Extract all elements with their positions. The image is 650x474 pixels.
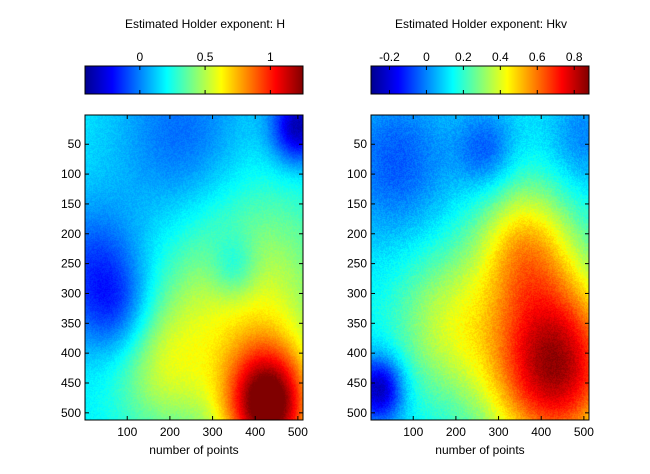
y-tick-label: 100 [61, 167, 81, 181]
y-tick-label: 50 [354, 137, 368, 151]
y-tick-label: 200 [61, 227, 81, 241]
y-tick-label: 450 [347, 376, 367, 390]
y-tick-label: 300 [61, 286, 81, 300]
x-axis-ticks-right: 100 200 300 400 500 [403, 115, 594, 439]
colorbar-ticks-right: -0.2 0 0.2 0.4 0.6 0.8 [379, 50, 583, 94]
x-tick-label: 200 [446, 425, 466, 439]
colorbar-tick-label: 0.5 [197, 50, 214, 64]
chart-title-left: Estimated Holder exponent: H [125, 17, 285, 31]
y-tick-label: 50 [68, 137, 82, 151]
x-tick-label: 100 [403, 425, 423, 439]
heatmap-right-wrap [371, 115, 589, 420]
x-axis-label-left: number of points [149, 443, 238, 457]
y-tick-label: 400 [61, 346, 81, 360]
heatmap-right [371, 115, 589, 420]
y-tick-label: 250 [61, 257, 81, 271]
colorbar-tick-label: 0.6 [529, 50, 546, 64]
axes-frame-left [84, 114, 304, 421]
heatmap-left-wrap [85, 115, 303, 420]
panel-right: Estimated Holder exponent: Hkv -0.2 0 0.2 0… [347, 17, 594, 457]
chart-title-right: Estimated Holder exponent: Hkv [395, 17, 567, 31]
colorbar-right [370, 65, 590, 95]
y-tick-label: 350 [61, 316, 81, 330]
panel-left: Estimated Holder exponent: H 0 0.5 1 100 20… [61, 17, 308, 457]
y-tick-label: 250 [347, 257, 367, 271]
colorbar-left [84, 65, 304, 95]
x-tick-label: 400 [531, 425, 551, 439]
y-tick-label: 350 [347, 316, 367, 330]
axes-frame-right [370, 114, 590, 421]
y-axis-ticks-left: 50 100 150 200 250 300 350 400 450 500 [61, 137, 303, 420]
x-tick-label: 300 [203, 425, 223, 439]
x-tick-label: 400 [245, 425, 265, 439]
colorbar-tick-label: 0.2 [455, 50, 472, 64]
y-tick-label: 500 [347, 406, 367, 420]
colorbar-tick-label: 1 [267, 50, 274, 64]
colorbar-tick-label: 0.8 [566, 50, 583, 64]
y-tick-label: 450 [61, 376, 81, 390]
y-tick-label: 500 [61, 406, 81, 420]
colorbar-tick-label: 0.4 [492, 50, 509, 64]
colorbar-tick-label: -0.2 [379, 50, 400, 64]
x-axis-ticks-left: 100 200 300 400 500 [117, 115, 308, 439]
colorbar-tick-label: 0 [423, 50, 430, 64]
colorbar-ticks-left: 0 0.5 1 [136, 50, 274, 94]
y-tick-label: 300 [347, 286, 367, 300]
y-tick-label: 150 [61, 197, 81, 211]
y-tick-label: 400 [347, 346, 367, 360]
y-tick-label: 200 [347, 227, 367, 241]
colorbar-tick-label: 0 [136, 50, 143, 64]
x-tick-label: 500 [288, 425, 308, 439]
y-tick-label: 100 [347, 167, 367, 181]
y-tick-label: 150 [347, 197, 367, 211]
x-tick-label: 500 [574, 425, 594, 439]
x-tick-label: 300 [489, 425, 509, 439]
y-axis-ticks-right: 50 100 150 200 250 300 350 400 450 500 [347, 137, 589, 420]
heatmap-left [85, 115, 303, 420]
x-tick-label: 100 [117, 425, 137, 439]
x-axis-label-right: number of points [435, 443, 524, 457]
x-tick-label: 200 [160, 425, 180, 439]
